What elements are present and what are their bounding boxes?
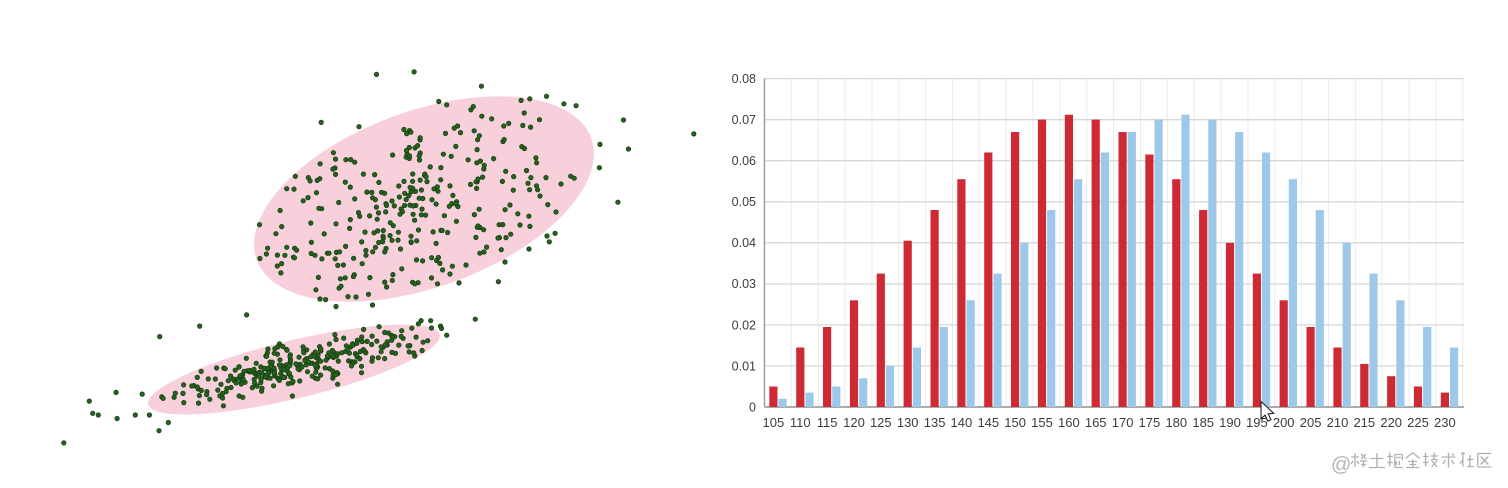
svg-text:200: 200 [1273,415,1295,430]
svg-text:105: 105 [763,415,785,430]
svg-text:165: 165 [1085,415,1107,430]
svg-text:170: 170 [1112,415,1134,430]
svg-text:180: 180 [1165,415,1187,430]
svg-text:185: 185 [1192,415,1214,430]
svg-text:195: 195 [1246,415,1268,430]
svg-text:140: 140 [951,415,973,430]
svg-text:120: 120 [843,415,865,430]
svg-text:115: 115 [817,415,838,430]
svg-text:205: 205 [1300,415,1322,430]
svg-text:230: 230 [1434,415,1456,430]
svg-text:130: 130 [897,415,919,430]
svg-text:160: 160 [1058,415,1080,430]
svg-text:155: 155 [1031,415,1053,430]
svg-text:175: 175 [1139,415,1161,430]
svg-text:0.08: 0.08 [732,72,756,86]
svg-text:150: 150 [1004,415,1026,430]
svg-text:0.01: 0.01 [732,359,756,373]
svg-text:210: 210 [1327,415,1349,430]
svg-text:125: 125 [870,415,892,430]
svg-text:0.05: 0.05 [732,195,756,209]
svg-text:110: 110 [790,415,811,430]
svg-text:145: 145 [977,415,999,430]
svg-text:0.04: 0.04 [732,236,756,250]
svg-text:0.06: 0.06 [732,154,756,168]
svg-text:190: 190 [1219,415,1241,430]
svg-text:0.07: 0.07 [732,113,756,127]
svg-text:135: 135 [924,415,946,430]
svg-text:215: 215 [1353,415,1375,430]
svg-text:0.03: 0.03 [732,277,756,291]
svg-text:225: 225 [1407,415,1429,430]
svg-text:0.02: 0.02 [732,318,756,332]
svg-text:@: @ [1331,454,1351,476]
svg-text:0: 0 [749,400,756,414]
svg-text:220: 220 [1380,415,1402,430]
